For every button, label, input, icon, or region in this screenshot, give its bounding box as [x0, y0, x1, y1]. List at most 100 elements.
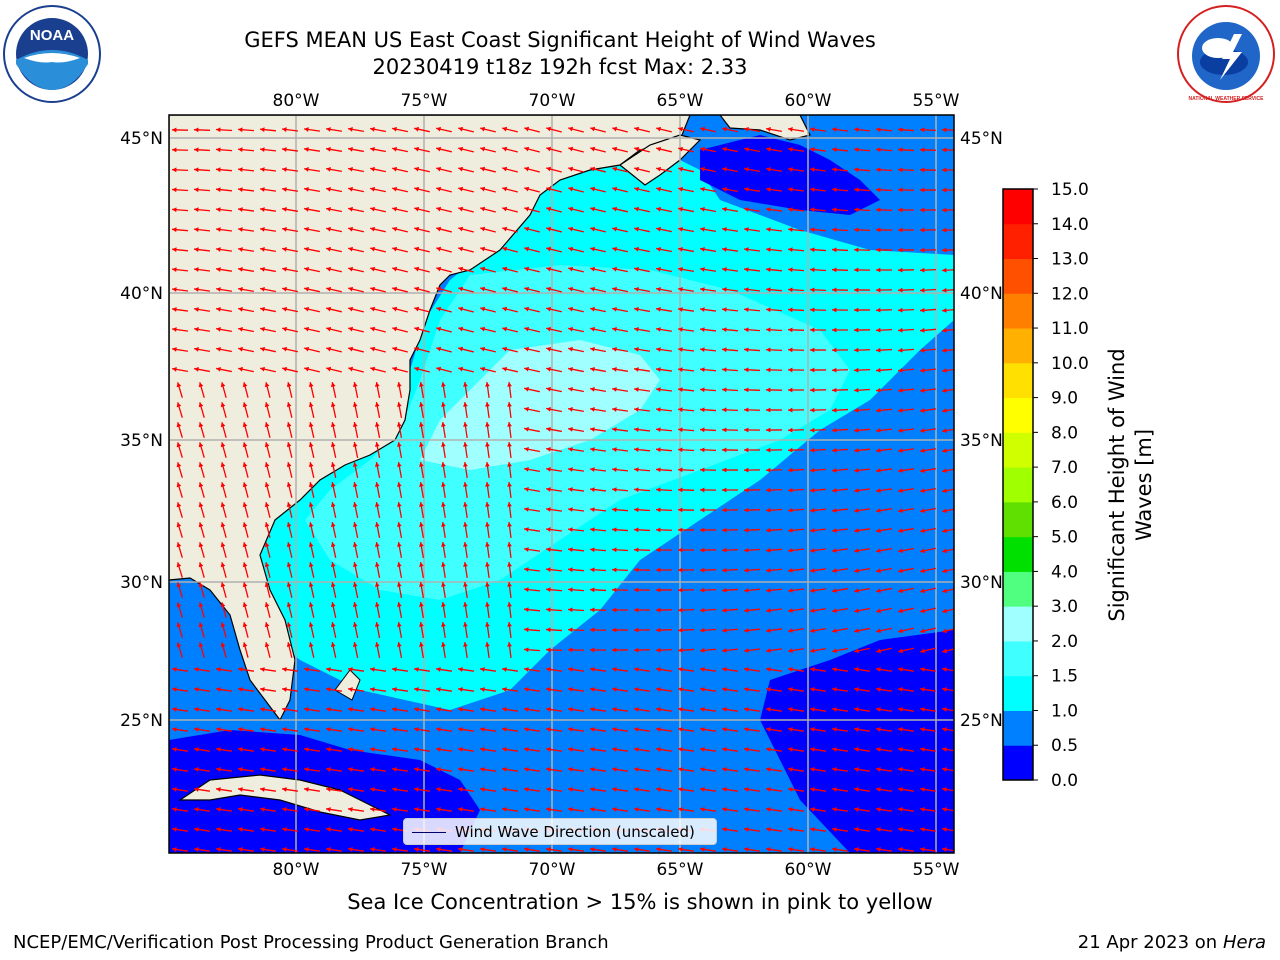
wave-direction-arrowhead: [260, 847, 265, 852]
wave-direction-arrowhead: [700, 407, 705, 413]
wave-direction-arrowhead: [304, 687, 309, 692]
wave-direction-arrowhead: [485, 562, 490, 567]
wave-direction-arrowhead: [700, 367, 705, 373]
wave-direction-arrowhead: [942, 127, 947, 133]
wave-direction-arrowhead: [458, 727, 463, 732]
wave-direction-arrowhead: [942, 827, 947, 832]
wave-direction-arrowhead: [441, 642, 446, 647]
wave-direction-arrowhead: [308, 462, 314, 468]
wave-direction-arrowhead: [634, 727, 639, 732]
wave-direction-arrowhead: [414, 787, 419, 792]
wave-direction-arrowhead: [546, 426, 551, 432]
wave-direction-arrowhead: [744, 527, 749, 533]
wave-direction-arrowhead: [920, 727, 925, 732]
wave-direction-arrowhead: [678, 327, 683, 332]
wave-direction-arrowhead: [810, 568, 815, 573]
wave-direction-arrowhead: [590, 306, 595, 312]
colorbar-swatch: [1003, 710, 1033, 746]
wave-direction-arrowhead: [436, 306, 442, 312]
wave-direction-arrowhead: [480, 306, 486, 312]
wave-direction-arrowhead: [485, 442, 490, 447]
wave-direction-arrowhead: [220, 602, 226, 608]
lat-tick-left: 40°N: [120, 284, 163, 304]
wave-direction-arrowhead: [568, 427, 573, 432]
wave-direction-arrowhead: [898, 448, 903, 453]
wave-direction-arrowhead: [590, 587, 595, 593]
wave-direction-arrowhead: [502, 747, 507, 752]
wave-direction-arrowhead: [700, 727, 705, 732]
wave-direction-arrowhead: [590, 507, 595, 513]
wave-direction-arrowhead: [436, 206, 442, 212]
wave-direction-arrowhead: [524, 346, 530, 352]
wave-direction-arrowhead: [788, 187, 793, 192]
wave-direction-arrowhead: [920, 307, 925, 313]
wave-direction-arrowhead: [370, 306, 376, 312]
wave-direction-arrowhead: [766, 387, 771, 393]
wave-direction-arrowhead: [854, 767, 859, 772]
wave-direction-arrowhead: [920, 388, 925, 393]
wave-direction-arrowhead: [260, 346, 265, 352]
wave-direction-arrowhead: [198, 482, 204, 488]
wave-direction-arrowhead: [920, 687, 925, 692]
wave-direction-arrowhead: [458, 687, 463, 692]
wave-direction-arrowhead: [282, 306, 287, 312]
wave-direction-arrowhead: [264, 522, 270, 528]
wave-direction-arrowhead: [485, 582, 490, 587]
wave-direction-arrowhead: [854, 307, 859, 313]
land-newfoundland: [719, 115, 811, 141]
wave-direction-arrowhead: [590, 527, 595, 533]
wave-direction-arrowhead: [656, 146, 662, 152]
wave-direction-arrowhead: [414, 126, 419, 132]
wave-direction-arrowhead: [810, 667, 815, 672]
wave-direction-arrowhead: [458, 166, 464, 172]
wave-direction-arrowhead: [722, 207, 727, 212]
wave-direction-arrowhead: [700, 267, 705, 272]
wave-direction-arrowhead: [286, 442, 292, 448]
wave-direction-arrowhead: [788, 648, 793, 653]
wave-direction-arrowhead: [942, 847, 947, 852]
wave-direction-arrowhead: [458, 667, 463, 672]
wave-direction-arrowhead: [216, 767, 221, 772]
wave-direction-arrowhead: [370, 166, 375, 172]
wave-direction-arrowhead: [524, 246, 530, 252]
wave-direction-arrowhead: [507, 642, 512, 647]
wave-direction-arrowhead: [502, 206, 508, 212]
wave-direction-arrowhead: [546, 447, 551, 452]
wave-direction-arrowhead: [308, 542, 314, 548]
wave-direction-arrowhead: [352, 522, 358, 527]
wave-direction-arrowhead: [832, 667, 837, 672]
wave-direction-arrowhead: [942, 167, 947, 173]
wave-direction-arrowhead: [172, 307, 177, 312]
wave-direction-arrowhead: [507, 402, 512, 407]
wave-direction-arrowhead: [788, 707, 793, 712]
wave-direction-arrowhead: [766, 287, 771, 293]
wave-direction-arrowhead: [832, 487, 837, 493]
wave-direction-arrowhead: [485, 382, 490, 387]
wave-direction-arrowhead: [370, 346, 376, 352]
wave-direction-arrowhead: [942, 307, 947, 313]
wave-direction-arrowhead: [876, 608, 881, 614]
wave-direction-arrowhead: [330, 502, 336, 507]
wave-direction-arrowhead: [568, 246, 574, 252]
wave-direction-arrowhead: [176, 582, 182, 588]
wave-direction-arrowhead: [634, 126, 640, 132]
wave-direction-arrowhead: [370, 146, 375, 152]
wave-direction-arrowhead: [634, 647, 639, 653]
wave-direction-arrowhead: [242, 582, 248, 588]
wave-direction-arrowhead: [700, 747, 705, 752]
wave-direction-arrowhead: [330, 542, 336, 547]
wave-direction-arrowhead: [788, 568, 793, 573]
wave-direction-arrowhead: [282, 787, 287, 792]
wave-direction-arrowhead: [722, 447, 727, 453]
wave-direction-arrowhead: [920, 167, 925, 173]
wave-direction-arrowhead: [524, 426, 529, 432]
wave-direction-arrowhead: [524, 547, 529, 552]
wave-direction-arrowhead: [172, 787, 177, 792]
lat-ticks-right: 45°N 40°N 35°N 30°N 25°N: [960, 129, 1003, 731]
wave-direction-arrowhead: [238, 267, 243, 272]
wave-direction-arrowhead: [810, 847, 815, 852]
wave-direction-arrowhead: [568, 667, 573, 672]
wave-direction-arrowhead: [546, 126, 552, 132]
colorbar-swatch: [1003, 223, 1033, 260]
